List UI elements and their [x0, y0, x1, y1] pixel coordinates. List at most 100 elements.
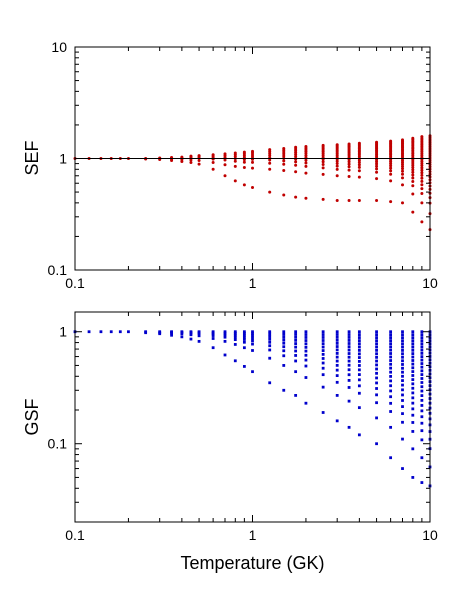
x-axis-label: Temperature (GK)	[180, 553, 324, 573]
data-point	[389, 456, 393, 460]
data-point	[411, 355, 415, 359]
data-point	[242, 340, 246, 344]
data-point	[294, 195, 298, 199]
data-point	[321, 342, 325, 346]
data-point	[197, 158, 201, 162]
data-point	[251, 151, 254, 155]
data-point	[233, 333, 237, 337]
sef-points	[73, 134, 432, 232]
data-point	[304, 330, 308, 334]
data-point	[294, 354, 298, 357]
data-point	[347, 359, 351, 363]
data-point	[375, 401, 378, 405]
data-point	[268, 335, 272, 338]
data-point	[233, 159, 237, 163]
data-point	[268, 356, 272, 360]
data-point	[294, 335, 298, 339]
data-point	[242, 346, 246, 350]
data-point	[401, 359, 404, 363]
data-point	[375, 376, 378, 380]
data-point	[233, 335, 237, 339]
data-point	[357, 199, 361, 203]
data-point	[347, 339, 351, 342]
data-point	[294, 163, 298, 167]
gsf-y-axis-label: GSF	[22, 398, 42, 435]
data-point	[420, 429, 424, 433]
data-point	[420, 385, 424, 389]
data-point	[242, 166, 246, 170]
data-point	[189, 333, 193, 337]
data-point	[251, 332, 254, 336]
data-point	[268, 158, 272, 162]
data-point	[251, 160, 254, 164]
data-point	[335, 351, 339, 355]
data-point	[411, 396, 415, 400]
data-point	[251, 349, 254, 352]
data-point	[375, 442, 378, 446]
data-point	[304, 358, 308, 362]
data-point	[321, 349, 325, 352]
data-point	[87, 330, 91, 334]
data-point	[375, 352, 378, 356]
data-point	[420, 164, 424, 168]
data-point	[401, 388, 404, 392]
data-point	[189, 337, 193, 341]
data-point	[420, 481, 424, 484]
x-tick-label: 10	[422, 275, 438, 291]
data-point	[375, 167, 379, 171]
data-point	[401, 379, 404, 382]
data-point	[242, 160, 246, 164]
data-point	[357, 360, 361, 363]
data-point	[357, 406, 361, 410]
data-point	[411, 163, 415, 167]
data-point	[223, 158, 227, 162]
data-point	[294, 370, 298, 374]
data-point	[401, 383, 404, 387]
data-point	[282, 159, 286, 163]
data-point	[347, 352, 351, 355]
data-point	[411, 339, 415, 343]
data-point	[242, 333, 246, 337]
data-point	[189, 330, 193, 334]
data-point	[411, 330, 415, 334]
data-point	[211, 331, 215, 335]
data-point	[420, 339, 424, 343]
sef-y-axis-label: SEF	[22, 140, 42, 175]
data-point	[282, 162, 286, 166]
data-point	[335, 380, 339, 384]
data-point	[401, 355, 404, 359]
data-point	[375, 164, 379, 168]
data-point	[389, 348, 393, 352]
data-point	[347, 162, 351, 166]
data-point	[420, 362, 424, 365]
data-point	[251, 336, 254, 340]
data-point	[282, 364, 286, 367]
data-point	[304, 349, 308, 353]
data-point	[321, 336, 325, 339]
data-point	[335, 338, 339, 342]
data-point	[389, 395, 393, 399]
data-point	[233, 331, 237, 335]
data-point	[375, 348, 378, 352]
data-point	[109, 330, 113, 334]
data-point	[211, 337, 215, 340]
data-point	[242, 365, 246, 368]
data-point	[242, 183, 246, 187]
data-point	[357, 356, 361, 359]
data-point	[335, 368, 339, 372]
data-point	[411, 370, 415, 373]
data-point	[144, 331, 148, 335]
data-point	[357, 163, 361, 167]
data-point	[347, 363, 351, 367]
data-point	[282, 349, 286, 353]
gsf-points	[73, 330, 432, 488]
data-point	[420, 168, 424, 172]
data-point	[401, 352, 404, 356]
data-point	[233, 359, 237, 363]
data-point	[211, 346, 215, 350]
data-point	[375, 345, 378, 349]
data-point	[401, 169, 405, 173]
data-point	[357, 345, 361, 349]
data-point	[389, 359, 393, 362]
data-point	[389, 379, 393, 383]
